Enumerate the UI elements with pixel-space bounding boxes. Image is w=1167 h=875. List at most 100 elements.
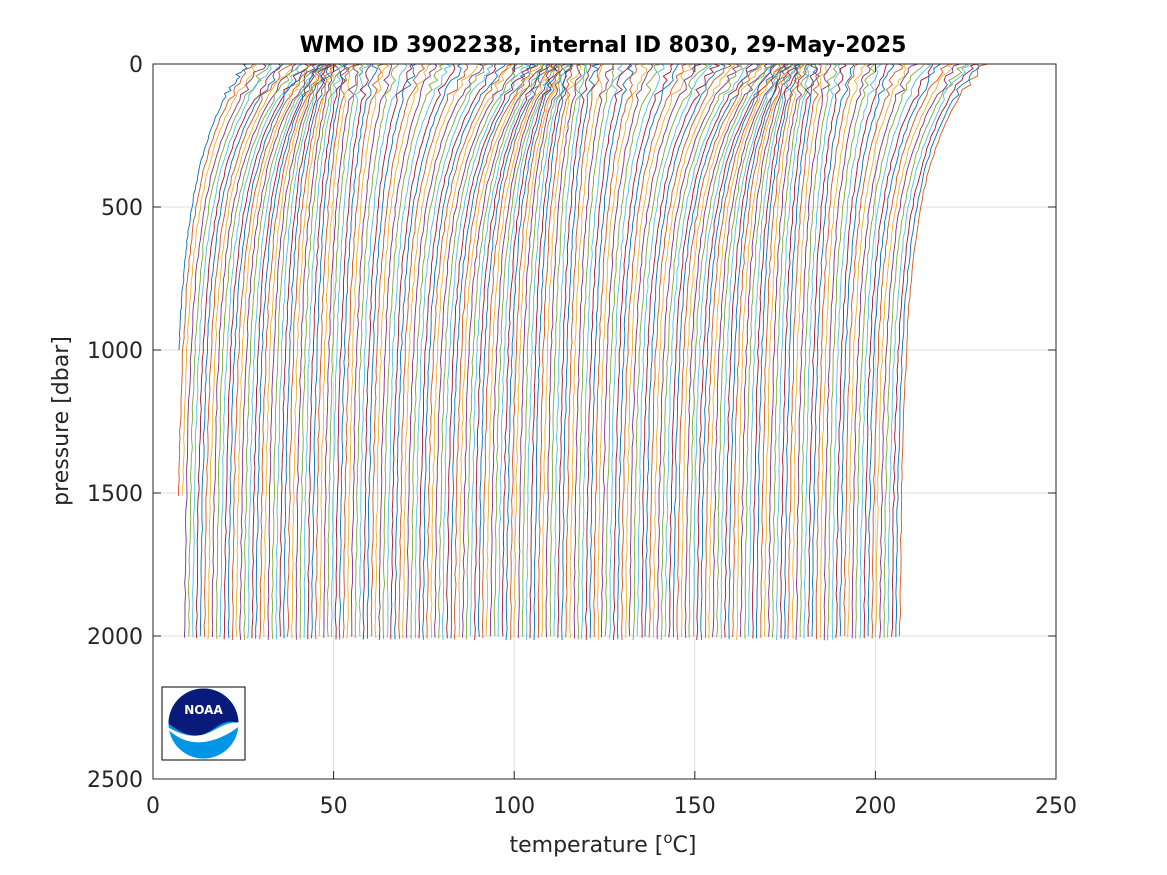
- profile-line: [453, 63, 539, 640]
- profile-line: [664, 63, 750, 637]
- profile-line: [744, 63, 799, 639]
- profile-line: [203, 63, 293, 638]
- plot-frame: [152, 63, 1057, 780]
- x-tick-label: 100: [493, 794, 535, 819]
- profile-line: [259, 63, 327, 640]
- profile-line: [573, 63, 614, 639]
- profile-line: [855, 63, 925, 639]
- profile-line: [775, 63, 816, 640]
- profile-line: [895, 63, 980, 638]
- profile-line: [426, 63, 513, 639]
- profile-line: [557, 63, 591, 638]
- y-axis-label: pressure [dbar]: [49, 336, 74, 506]
- profile-line: [879, 63, 961, 639]
- y-tick-label: 1500: [87, 482, 143, 507]
- profile-line: [565, 63, 602, 638]
- profile-line: [553, 63, 588, 637]
- profile-line: [199, 63, 284, 637]
- profile-line: [752, 63, 801, 639]
- profile-line: [493, 63, 559, 637]
- profile-line: [625, 63, 694, 639]
- profile-line: [406, 63, 485, 639]
- x-axis-label: temperature [oC]: [509, 829, 696, 858]
- profile-line: [465, 63, 545, 640]
- profile-line: [181, 63, 257, 496]
- profile-line: [724, 63, 788, 638]
- y-tick-label: 1000: [87, 339, 143, 364]
- profile-line: [521, 63, 571, 638]
- profile-line: [382, 63, 445, 639]
- profile-line: [684, 63, 769, 638]
- profile-line: [279, 63, 334, 637]
- profile-line: [863, 63, 933, 639]
- profile-line: [636, 63, 713, 637]
- profile-line: [505, 63, 561, 641]
- profile-line: [342, 63, 385, 639]
- logo-wave-icon: [164, 722, 243, 743]
- profile-line: [656, 63, 741, 640]
- profile-line: [815, 63, 859, 640]
- profile-line: [712, 63, 788, 638]
- profile-line: [183, 63, 267, 638]
- profile-line: [696, 63, 775, 640]
- profile-line: [318, 63, 356, 637]
- profile-line: [394, 63, 462, 640]
- profile-line: [482, 63, 554, 639]
- profile-line: [799, 63, 838, 638]
- noaa-logo: NOAA: [161, 686, 246, 761]
- profile-line: [787, 63, 822, 639]
- profile-line: [251, 63, 325, 639]
- profile-line: [681, 63, 764, 637]
- profile-line: [716, 63, 790, 638]
- profile-line: [839, 63, 895, 637]
- profile-line: [728, 63, 792, 640]
- profile-line: [358, 63, 408, 637]
- profile-line: [668, 63, 754, 638]
- profile-line: [291, 63, 336, 640]
- profile-line: [283, 63, 331, 639]
- profile-line: [192, 63, 273, 638]
- profile-line: [609, 63, 665, 639]
- profile-line: [219, 63, 303, 638]
- profile-line: [239, 63, 318, 640]
- profile-line: [263, 63, 329, 637]
- profile-line: [811, 63, 855, 637]
- profile-line: [807, 63, 847, 637]
- profile-line: [755, 63, 802, 639]
- y-tick-label: 2000: [87, 625, 143, 650]
- profile-line: [871, 63, 949, 639]
- profile-line: [178, 63, 256, 496]
- profile-line: [178, 63, 248, 351]
- profile-line: [767, 63, 810, 637]
- profile-line: [561, 63, 600, 641]
- profile-line: [676, 63, 762, 640]
- profile-line: [370, 63, 426, 637]
- profile-line: [898, 63, 988, 637]
- profile-line: [227, 63, 312, 639]
- profile-line: [585, 63, 632, 640]
- profile-line: [621, 63, 687, 641]
- x-axis-label-superscript: o: [663, 829, 672, 847]
- profile-line: [780, 63, 819, 639]
- y-tick-label: 2500: [87, 768, 143, 793]
- profile-line: [330, 63, 371, 638]
- x-tick-label: 50: [320, 794, 348, 819]
- profile-line: [223, 63, 310, 640]
- profile-line: [819, 63, 866, 638]
- profile-line: [760, 63, 804, 638]
- profile-line: [346, 63, 390, 639]
- profile-line: [231, 63, 315, 641]
- profile-line: [648, 63, 733, 638]
- profile-line: [644, 63, 726, 637]
- profile-line: [529, 63, 573, 639]
- profile-line: [823, 63, 873, 641]
- profile-line: [732, 63, 794, 638]
- profile-line: [362, 63, 413, 640]
- profile-line: [354, 63, 399, 638]
- profile-line: [859, 63, 932, 640]
- profile-line: [501, 63, 559, 637]
- profile-line: [334, 63, 372, 640]
- profile-line: [267, 63, 329, 640]
- profile-line: [517, 63, 567, 639]
